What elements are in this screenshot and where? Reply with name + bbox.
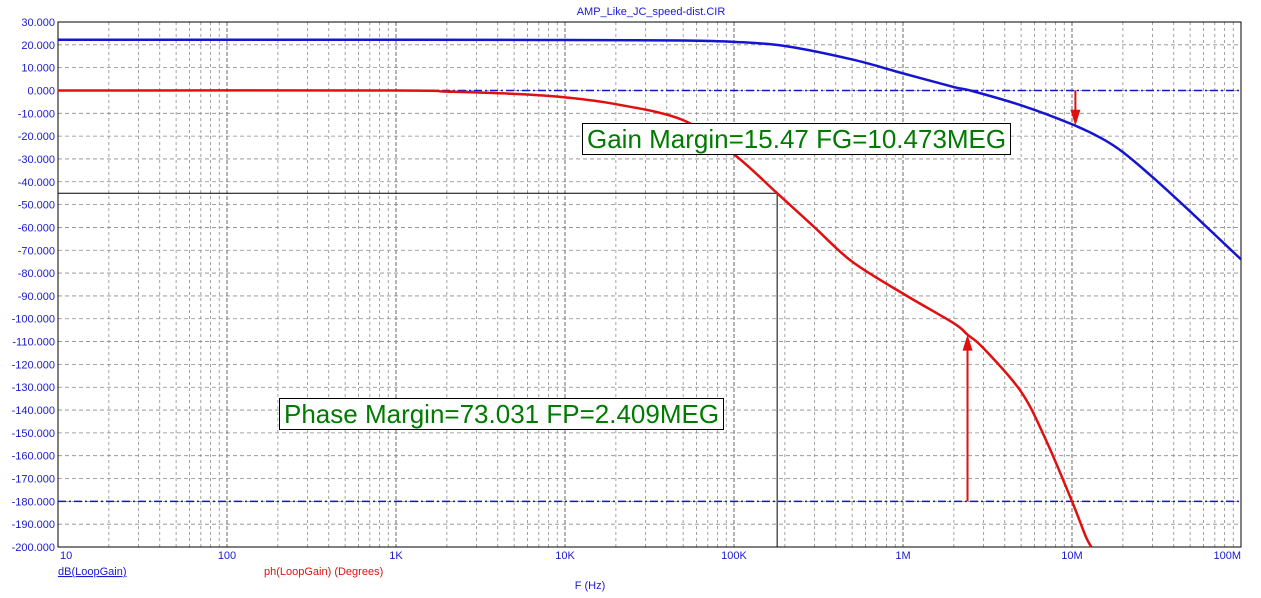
margin-arrow-head-1 xyxy=(962,334,973,351)
y-tick-label: -120.000 xyxy=(12,359,55,371)
y-axis-ticks: 30.000 20.000 10.000 0.000 -10.000 -20.000 -30… xyxy=(12,17,55,554)
y-tick-label: -150.000 xyxy=(12,428,55,440)
phase-margin-annotation: Phase Margin=73.031 FP=2.409MEG xyxy=(279,398,725,430)
y-tick-label: 20.000 xyxy=(21,40,55,52)
chart-title: AMP_Like_JC_speed-dist.CIR xyxy=(577,6,726,18)
margin-arrows xyxy=(962,90,1081,502)
x-tick-label: 1M xyxy=(895,550,910,562)
x-tick-label: 10K xyxy=(555,550,575,562)
y-tick-label: -100.000 xyxy=(12,314,55,326)
x-tick-label: 100 xyxy=(218,550,236,562)
y-tick-label: -90.000 xyxy=(18,291,55,303)
grid xyxy=(57,21,1242,548)
y-tick-label: -170.000 xyxy=(12,474,55,486)
y-tick-label: -140.000 xyxy=(12,405,55,417)
y-tick-label: -130.000 xyxy=(12,382,55,394)
y-tick-label: -10.000 xyxy=(18,108,55,120)
y-tick-label: -60.000 xyxy=(18,222,55,234)
series-line-1 xyxy=(57,89,1093,548)
y-tick-label: -30.000 xyxy=(18,154,55,166)
legend-ph-loopgain: ph(LoopGain) (Degrees) xyxy=(264,566,383,578)
y-tick-label: 0.000 xyxy=(27,85,55,97)
y-tick-label: -20.000 xyxy=(18,131,55,143)
x-axis-label: F (Hz) xyxy=(575,580,606,592)
y-tick-label: -50.000 xyxy=(18,200,55,212)
margin-arrow-head-0 xyxy=(1070,109,1081,126)
x-tick-label: 100K xyxy=(721,550,747,562)
y-tick-label: -190.000 xyxy=(12,519,55,531)
y-tick-label: -180.000 xyxy=(12,496,55,508)
y-tick-label: 10.000 xyxy=(21,63,55,75)
plot-frame xyxy=(57,21,1242,548)
y-tick-label: -80.000 xyxy=(18,268,55,280)
y-tick-label: -110.000 xyxy=(12,337,55,349)
x-axis-ticks: 10 100 1K 10K 100K 1M 10M 100M xyxy=(60,550,1241,562)
series-line-0 xyxy=(57,38,1242,261)
gain-margin-annotation: Gain Margin=15.47 FG=10.473MEG xyxy=(582,123,1012,155)
legend-db-loopgain[interactable]: dB(LoopGain) xyxy=(58,566,127,578)
x-tick-label: 10 xyxy=(60,550,72,562)
y-tick-label: 30.000 xyxy=(21,17,55,29)
cursor-lines xyxy=(58,192,778,547)
x-tick-label: 1K xyxy=(389,550,403,562)
y-tick-label: -70.000 xyxy=(18,245,55,257)
y-tick-label: -200.000 xyxy=(12,542,55,554)
series-layer xyxy=(57,38,1242,548)
y-tick-label: -160.000 xyxy=(12,451,55,463)
x-tick-label: 10M xyxy=(1061,550,1082,562)
x-tick-label: 100M xyxy=(1213,550,1241,562)
y-tick-label: -40.000 xyxy=(18,177,55,189)
